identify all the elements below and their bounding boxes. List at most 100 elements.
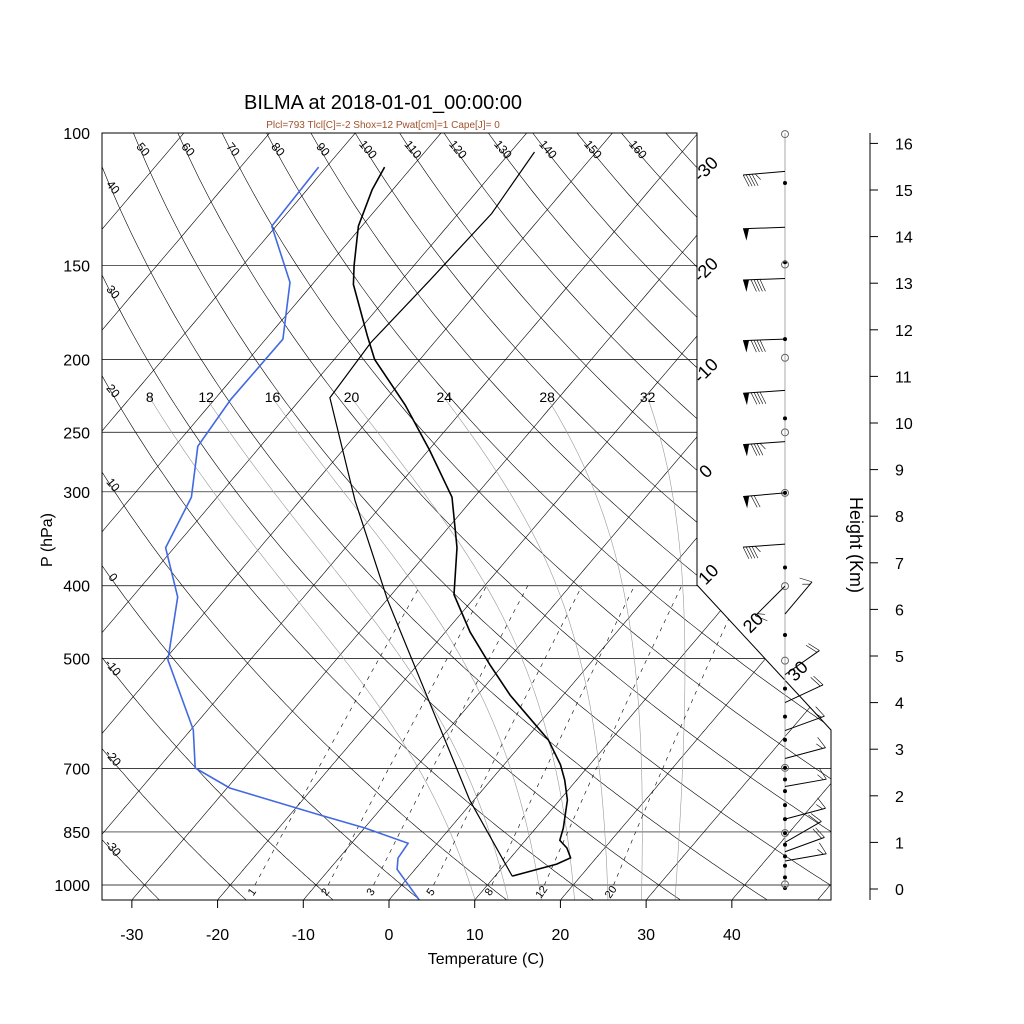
barb-shaft [743,278,786,281]
isotherm-label: 20 [739,609,767,637]
dry-adiabat-label: 30 [103,282,123,301]
staff-dot [783,565,787,570]
mixing-ratio-label: 12 [533,884,550,901]
barb-feather [750,279,757,292]
mixing-ratio-line [433,585,583,886]
dry-adiabat-line [519,133,831,900]
barb-feather [753,495,761,508]
barb-feather [808,643,820,651]
dry-adiabat-label: 150 [581,137,605,162]
moist-adiabat-label: 28 [539,389,555,405]
x-tick-label: 0 [385,927,394,944]
barb-shaft [743,226,786,230]
height-tick-label: 4 [895,696,904,713]
isotherm-label: -20 [689,253,722,286]
parcel-line [329,151,535,877]
staff-dot [783,854,787,859]
staff-dot [783,686,787,691]
wind-barb [743,278,786,292]
barb-feather [799,577,813,583]
moist-adiabat-line [205,397,510,900]
height-tick-label: 15 [895,183,913,200]
x-tick-label: -10 [292,927,315,944]
barb-flag [743,444,750,457]
barb-feather [819,842,827,854]
isotherm-label: -30 [689,153,722,186]
dry-adiabat-label: -10 [102,656,124,679]
mixing-ratio-label: 1 [246,886,259,898]
dry-adiabat-line [170,133,831,900]
wind-barb [743,389,786,406]
dry-adiabat-line [563,133,831,900]
wind-barb [784,643,820,676]
y-axis-label: P (hPa) [39,513,56,567]
barb-feather [745,174,753,187]
barb-feather [759,391,767,404]
pressure-tick-label: 300 [63,485,90,502]
barb-shaft [784,778,827,787]
wind-barb [743,492,786,509]
dry-adiabat-label: 0 [106,570,121,584]
moist-adiabat-line [272,397,543,900]
dry-adiabat-label: 50 [133,140,153,159]
height-tick-label: 16 [895,136,913,153]
barb-flag [743,228,750,241]
staff-dot [783,789,787,794]
height-tick-label: 14 [895,230,913,247]
moist-adiabat-label: 16 [265,389,281,405]
pressure-tick-label: 250 [63,425,90,442]
barb-shaft [784,650,820,676]
isotherm-line [102,133,542,900]
barb-flag [743,392,750,406]
pressure-tick-label: 100 [63,126,90,143]
isotherm-line [102,133,456,900]
mixing-ratio-label: 5 [425,886,438,898]
height-tick-label: 9 [895,463,904,480]
barb-shaft [784,820,822,843]
dry-adiabat-line [345,133,831,900]
staff-circle [781,428,789,437]
dry-adiabat-line [102,133,426,900]
barb-feather [750,443,758,456]
sounding-profiles [164,151,572,900]
dry-adiabat-label: 40 [103,178,123,197]
barb-flag [743,279,750,292]
height-tick-label: 13 [895,276,913,293]
dry-adiabat-line [738,133,831,900]
barb-feather [751,546,759,559]
dry-adiabat-label: 80 [268,140,288,159]
moist-adiabat-line [351,397,576,900]
barb-feather [759,279,766,292]
staff-circle [781,130,789,139]
mixing-ratio-line [327,585,487,886]
staff-dot [783,803,787,808]
moist-adiabat-line [444,397,609,900]
barb-feather [748,546,756,559]
staff-dot [783,765,787,770]
barb-feather [759,339,766,352]
barb-feather [808,814,819,824]
wind-barb [743,338,786,353]
dry-adiabat-label: -30 [102,837,124,860]
chart-subtitle: Plcl=793 Tlcl[C]=-2 Shox=12 Pwat[cm]=1 C… [266,120,500,131]
dry-adiabat-line [102,133,513,900]
pressure-tick-label: 1000 [54,878,90,895]
wind-barb [742,543,786,559]
isotherm-line [813,133,831,900]
wind-barb [784,768,827,787]
dry-adiabat-label: 20 [103,381,123,400]
height-tick-label: 1 [895,835,904,852]
axes: -30 -20 -10 0 10 20 30 401001502002503004005007… [54,126,912,944]
wind-barb [784,842,827,862]
barb-flag [743,340,750,353]
barb-feather [755,615,768,622]
staff-circle [781,763,789,772]
barb-shaft [743,543,786,548]
barb-shaft [784,684,824,704]
barb-feather [750,340,757,353]
isotherm-line [642,133,831,900]
isotherm-line [0,116,27,904]
barb-feather [756,339,763,353]
barb-shaft [743,338,786,342]
mixing-ratio-line [254,585,421,886]
